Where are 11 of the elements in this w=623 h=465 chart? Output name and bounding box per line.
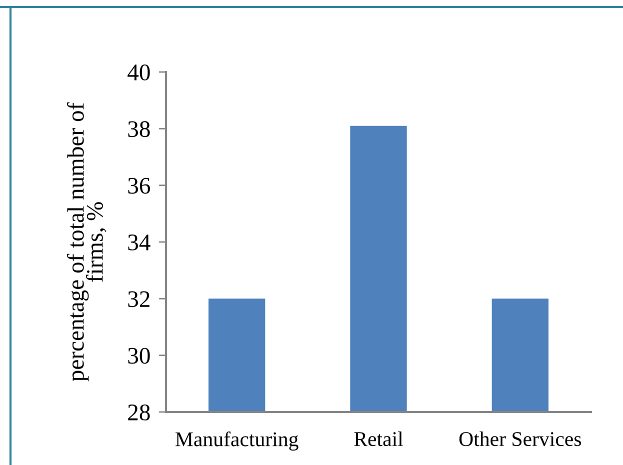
y-tick-label: 34 — [128, 234, 150, 250]
x-tick-label: Retail — [354, 431, 403, 446]
y-tick-label: 28 — [128, 404, 150, 420]
y-tick-label: 38 — [128, 121, 150, 138]
x-tick-label: Other Services — [459, 431, 582, 446]
y-tick-label: 36 — [128, 178, 150, 194]
y-axis-title: percentage of total number of firms, % — [66, 102, 106, 382]
y-tick-label: 40 — [128, 64, 150, 80]
x-tick-label: Manufacturing — [176, 431, 298, 451]
y-tick-label: 30 — [128, 348, 150, 364]
y-tick-label: 32 — [128, 291, 150, 308]
